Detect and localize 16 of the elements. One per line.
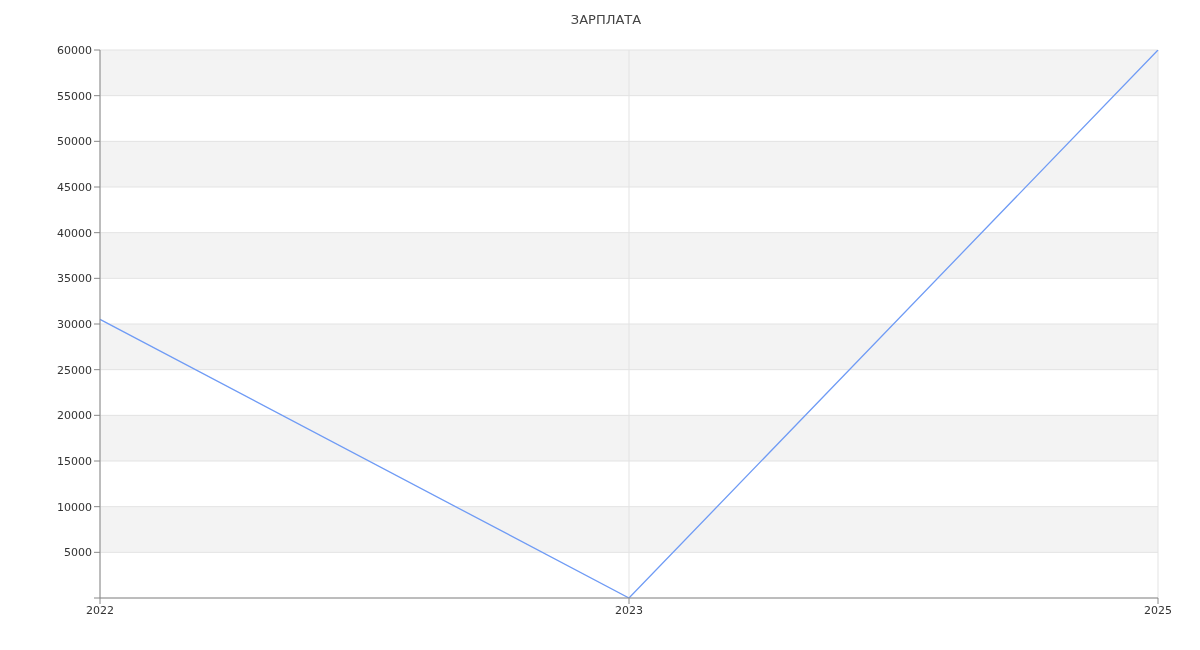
x-tick-label: 2023 bbox=[615, 603, 643, 617]
y-tick-label: 5000 bbox=[64, 546, 92, 560]
y-tick-label: 30000 bbox=[57, 317, 92, 331]
x-tick-label: 2025 bbox=[1144, 603, 1172, 617]
y-tick-label: 35000 bbox=[57, 272, 92, 286]
y-tick-label: 45000 bbox=[57, 180, 92, 194]
y-tick-label: 40000 bbox=[57, 226, 92, 240]
y-tick-label: 10000 bbox=[57, 500, 92, 514]
y-tick-label: 50000 bbox=[57, 135, 92, 149]
y-tick-label: 25000 bbox=[57, 363, 92, 377]
x-tick-label: 2022 bbox=[86, 603, 114, 617]
chart-title: ЗАРПЛАТА bbox=[569, 12, 643, 27]
y-tick-label: 60000 bbox=[57, 43, 92, 57]
y-tick-label: 20000 bbox=[57, 409, 92, 423]
y-tick-label: 15000 bbox=[57, 454, 92, 468]
y-tick-label: 55000 bbox=[57, 89, 92, 103]
